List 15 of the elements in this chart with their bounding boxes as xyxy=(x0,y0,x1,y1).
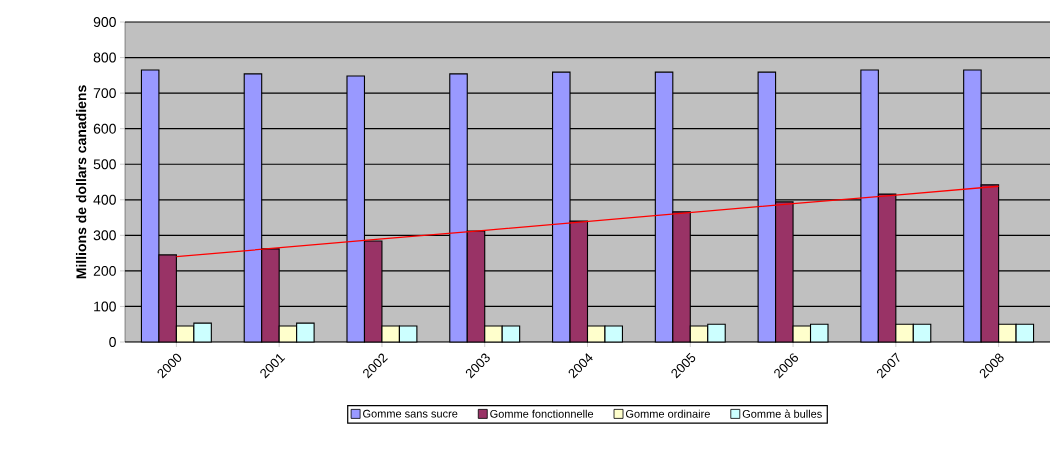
legend-label: Gomme à bulles xyxy=(742,409,822,418)
y-tick-label: 0 xyxy=(109,337,116,347)
legend-label: Gomme sans sucre xyxy=(363,409,458,418)
y-tick-label: 100 xyxy=(94,301,116,312)
legend-label: Gomme ordinaire xyxy=(625,409,710,418)
y-tick-label: 500 xyxy=(93,159,116,170)
legend-label: Gomme fonctionnelle xyxy=(490,409,594,418)
y-axis-title: Millions de dollars canadiens xyxy=(75,85,87,279)
y-tick-label: 900 xyxy=(93,17,116,27)
y-tick-label: 300 xyxy=(93,230,116,241)
y-tick-label: 600 xyxy=(93,123,116,134)
y-tick-label: 400 xyxy=(93,194,116,205)
y-tick-label: 700 xyxy=(93,88,116,99)
y-tick-label: 200 xyxy=(93,265,116,276)
y-tick-label: 800 xyxy=(93,52,116,63)
